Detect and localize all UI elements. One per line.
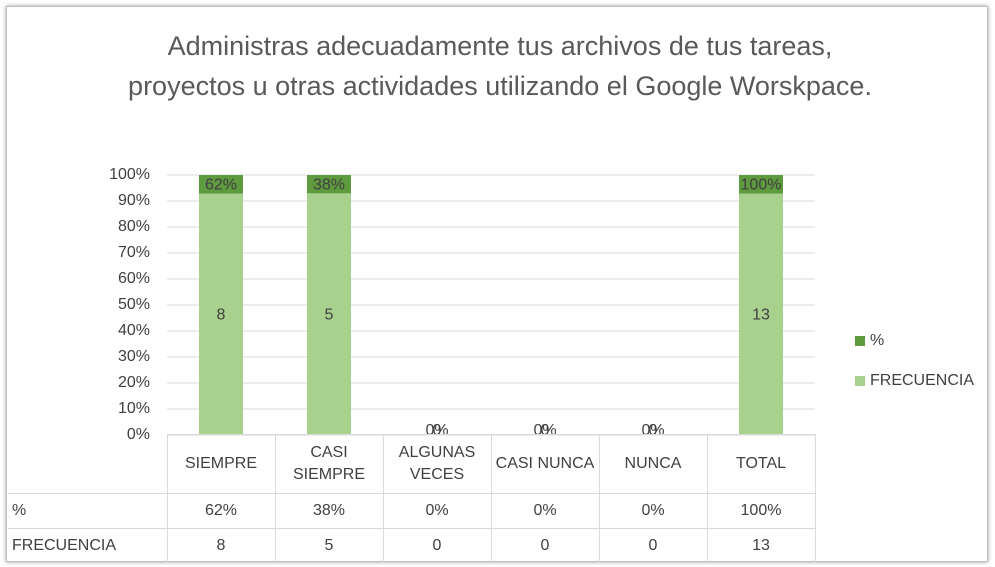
bar-segment [739, 175, 783, 194]
y-tick-label: 60% [118, 270, 150, 287]
y-tick-label: 80% [118, 218, 150, 235]
data-label: 38% [313, 176, 345, 193]
y-tick-label: 70% [118, 244, 150, 261]
data-label: 5 [325, 306, 334, 323]
table-cell: 38% [274, 493, 384, 529]
table-row-header: FRECUENCIA [8, 528, 168, 563]
table-cell: 0% [382, 493, 492, 529]
table-cell: 5 [274, 528, 384, 563]
table-category: CASI SIEMPRE [274, 434, 384, 494]
y-tick-label: 90% [118, 192, 150, 209]
table-cell: 100% [706, 493, 816, 529]
bar-segment [307, 193, 351, 435]
data-label: 100% [741, 177, 782, 194]
legend-swatch [855, 376, 865, 386]
data-label: 0 [541, 422, 550, 439]
bar-segment [739, 193, 783, 435]
y-tick-label: 20% [118, 374, 150, 391]
table-cell: 0 [490, 528, 600, 563]
bar-segment [199, 193, 243, 435]
y-tick-label: 50% [118, 296, 150, 313]
legend-label: FRECUENCIA [870, 372, 974, 389]
chart-title: Administras adecuadamente tus archivos d… [128, 31, 872, 101]
data-label: 62% [205, 177, 237, 194]
table-category: CASI NUNCA [490, 434, 600, 494]
data-label: 0 [433, 422, 442, 439]
data-label: 13 [752, 307, 770, 324]
bar-segment [199, 175, 243, 194]
y-tick-label: 30% [118, 348, 150, 365]
legend-label: % [870, 332, 884, 349]
data-label: 0 [649, 422, 658, 439]
table-category: TOTAL [706, 434, 816, 494]
table-category: ALGUNAS VECES [382, 434, 492, 494]
table-cell: 0 [382, 528, 492, 563]
table-row-header: % [8, 493, 168, 529]
data-table: SIEMPRE CASI SIEMPRE ALGUNAS VECES CASI NUN… [8, 434, 816, 563]
data-label: 8 [217, 307, 226, 324]
table-cell: 0% [598, 493, 708, 529]
bar-segment [307, 175, 351, 194]
y-tick-label: 100% [109, 166, 150, 183]
table-cell: 0 [598, 528, 708, 563]
table-category: NUNCA [598, 434, 708, 494]
blank-cell [8, 434, 168, 494]
table-cell: 62% [166, 493, 276, 529]
table-cell: 8 [166, 528, 276, 563]
table-category: SIEMPRE [166, 434, 276, 494]
y-tick-label: 40% [118, 322, 150, 339]
y-tick-label: 10% [118, 400, 150, 417]
legend-swatch [855, 336, 865, 346]
table-cell: 13 [706, 528, 816, 563]
table-cell: 0% [490, 493, 600, 529]
